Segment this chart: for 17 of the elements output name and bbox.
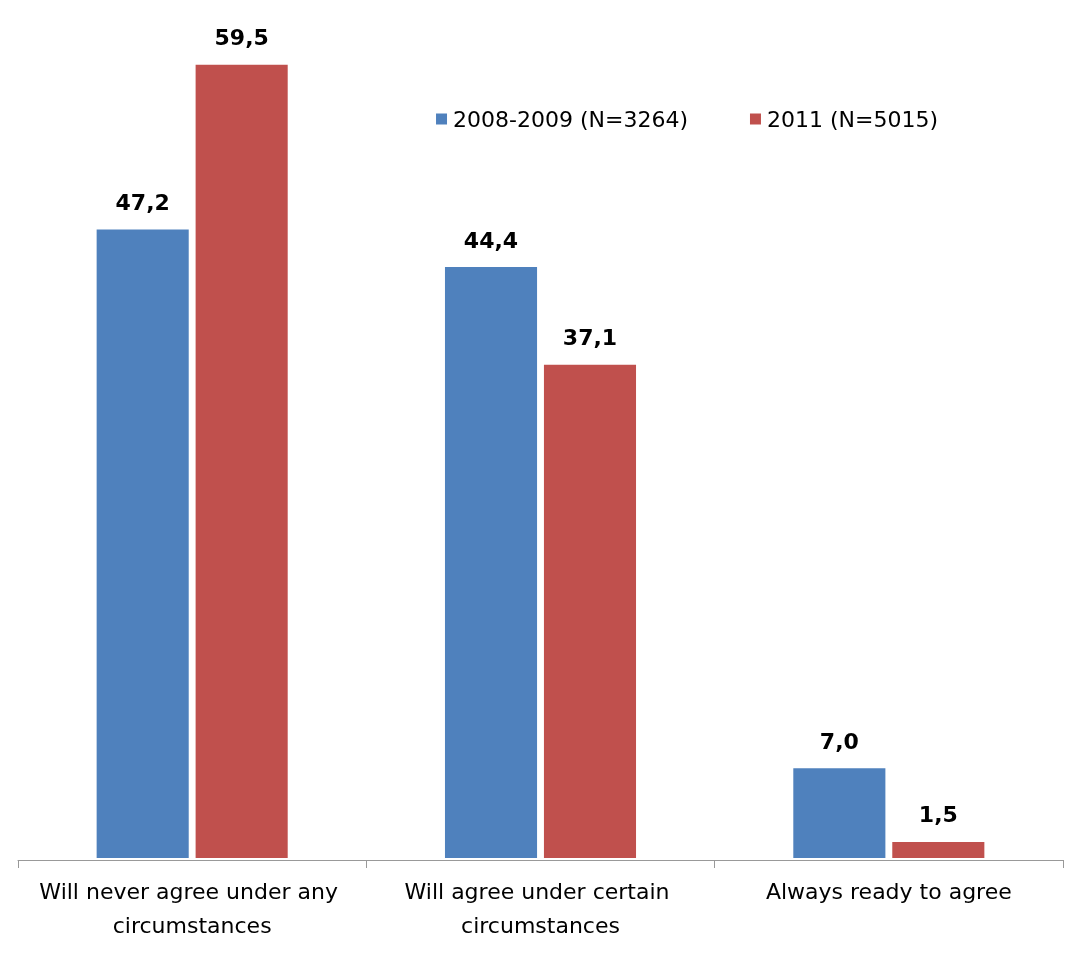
bar bbox=[791, 766, 888, 860]
data-label: 44,4 bbox=[463, 227, 519, 253]
data-label: 59,5 bbox=[214, 25, 269, 51]
bar bbox=[193, 62, 290, 860]
x-tick-label: Will never agree under any circumstances bbox=[39, 878, 345, 938]
bar bbox=[94, 227, 191, 860]
bar bbox=[541, 362, 639, 860]
data-label: 7,0 bbox=[819, 728, 859, 754]
x-tick-label: Always ready to agree bbox=[765, 878, 1012, 904]
data-label: 1,5 bbox=[918, 802, 958, 828]
legend-label: 2011 (N=5015) bbox=[766, 106, 938, 132]
legend-label: 2008-2009 (N=3264) bbox=[453, 106, 688, 132]
bar bbox=[442, 265, 540, 860]
data-label: 37,1 bbox=[562, 325, 618, 351]
x-tick-label: Will agree under certain circumstances bbox=[404, 878, 677, 938]
bar bbox=[890, 839, 987, 860]
data-label: 47,2 bbox=[115, 190, 170, 216]
